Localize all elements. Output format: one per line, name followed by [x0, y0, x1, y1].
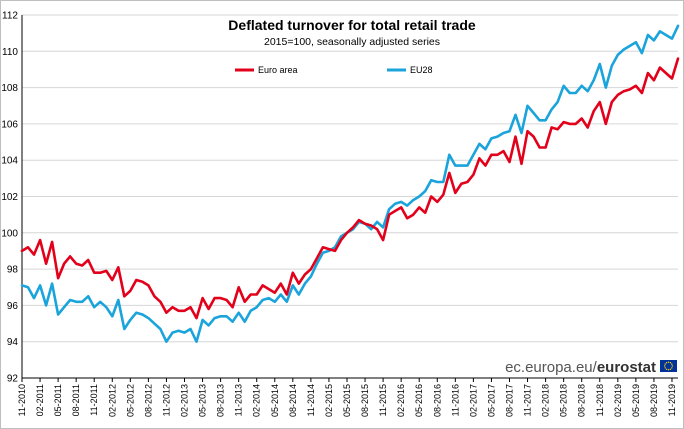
- x-tick-label: 08-2018: [577, 384, 587, 417]
- x-tick-label: 08-2016: [432, 384, 442, 417]
- x-tick-label: 05-2015: [342, 384, 352, 417]
- x-tick-label: 08-2019: [649, 384, 659, 417]
- x-tick-label: 05-2014: [270, 384, 280, 417]
- x-tick-label: 02-2017: [468, 384, 478, 417]
- x-tick-label: 08-2011: [71, 384, 81, 416]
- legend-label-eu28: EU28: [410, 65, 433, 75]
- data-series: [20, 24, 680, 344]
- x-tick-label: 11-2013: [234, 384, 244, 416]
- y-tick-label: 100: [1, 228, 18, 239]
- y-tick-label: 92: [7, 374, 19, 385]
- flag-star: [669, 368, 672, 370]
- x-tick-label: 05-2011: [53, 384, 63, 416]
- x-tick-label: 08-2012: [143, 384, 153, 417]
- y-axis-ticks: 92 94 96 98 100 102 104 106 108 110 112: [1, 11, 18, 385]
- x-tick-label: 02-2018: [541, 384, 551, 417]
- x-tick-label: 02-2015: [324, 384, 334, 417]
- x-tick-label: 11-2015: [378, 384, 388, 416]
- chart-subtitle: 2015=100, seasonally adjusted series: [264, 36, 440, 48]
- axes: [21, 15, 678, 379]
- x-tick-label: 11-2012: [161, 384, 171, 416]
- flag-star: [667, 361, 670, 363]
- flag-star: [667, 369, 670, 371]
- y-tick-label: 112: [2, 11, 18, 22]
- y-tick-label: 94: [7, 337, 19, 348]
- x-tick-label: 11-2017: [523, 384, 533, 416]
- flag-star: [671, 363, 673, 365]
- x-tick-label: 05-2017: [486, 384, 496, 417]
- eu-flag-icon: [660, 360, 677, 372]
- x-axis-ticks: 11-2010 02-2011 05-2011 08-2011 11-2011 02-20…: [17, 378, 677, 417]
- eurostat-branding: ec.europa.eu/eurostat: [505, 359, 677, 376]
- gridlines: [22, 14, 678, 343]
- y-tick-label: 108: [1, 83, 18, 94]
- x-tick-label: 05-2016: [414, 384, 424, 417]
- x-tick-label: 05-2013: [198, 384, 208, 417]
- flag-star: [664, 367, 666, 369]
- brand-domain: ec.europa.eu/: [505, 359, 598, 376]
- x-tick-label: 02-2019: [613, 384, 623, 417]
- x-tick-label: 05-2019: [631, 384, 641, 417]
- flag-star: [669, 362, 672, 364]
- chart-title: Deflated turnover for total retail trade: [228, 17, 476, 33]
- series-line-euro-area: [20, 57, 680, 320]
- x-tick-label: 08-2013: [216, 384, 226, 417]
- x-tick-label: 11-2011: [89, 384, 99, 416]
- y-tick-label: 98: [7, 265, 19, 276]
- svg-text:ec.europa.eu/eurostat: ec.europa.eu/eurostat: [505, 359, 656, 376]
- y-tick-label: 104: [1, 156, 18, 167]
- x-tick-label: 05-2018: [559, 384, 569, 417]
- x-tick-label: 11-2019: [667, 384, 677, 416]
- x-tick-label: 08-2017: [504, 384, 514, 417]
- y-tick-label: 110: [2, 47, 18, 58]
- y-tick-label: 102: [1, 192, 18, 203]
- series-line-eu28: [20, 24, 680, 344]
- x-tick-label: 02-2011: [35, 384, 45, 416]
- x-tick-label: 11-2016: [450, 384, 460, 416]
- x-tick-label: 11-2010: [17, 384, 27, 416]
- flag-star: [665, 362, 668, 364]
- x-tick-label: 11-2014: [306, 384, 316, 416]
- x-tick-label: 02-2013: [179, 384, 189, 417]
- legend: Euro area EU28: [235, 65, 433, 75]
- legend-label-euro-area: Euro area: [258, 65, 298, 75]
- x-tick-label: 02-2014: [252, 384, 262, 417]
- x-tick-label: 08-2015: [360, 384, 370, 417]
- flag-star: [671, 367, 673, 369]
- x-tick-label: 02-2016: [396, 384, 406, 417]
- flag-star: [671, 365, 673, 367]
- x-tick-label: 11-2018: [595, 384, 605, 416]
- flag-star: [664, 363, 666, 365]
- flag-star: [665, 368, 668, 370]
- y-tick-label: 106: [1, 119, 18, 130]
- brand-name: eurostat: [597, 359, 656, 376]
- y-tick-label: 96: [7, 301, 19, 312]
- x-tick-label: 02-2012: [107, 384, 117, 417]
- flag-star: [664, 365, 666, 367]
- x-tick-label: 05-2012: [125, 384, 135, 417]
- x-tick-label: 08-2014: [288, 384, 298, 417]
